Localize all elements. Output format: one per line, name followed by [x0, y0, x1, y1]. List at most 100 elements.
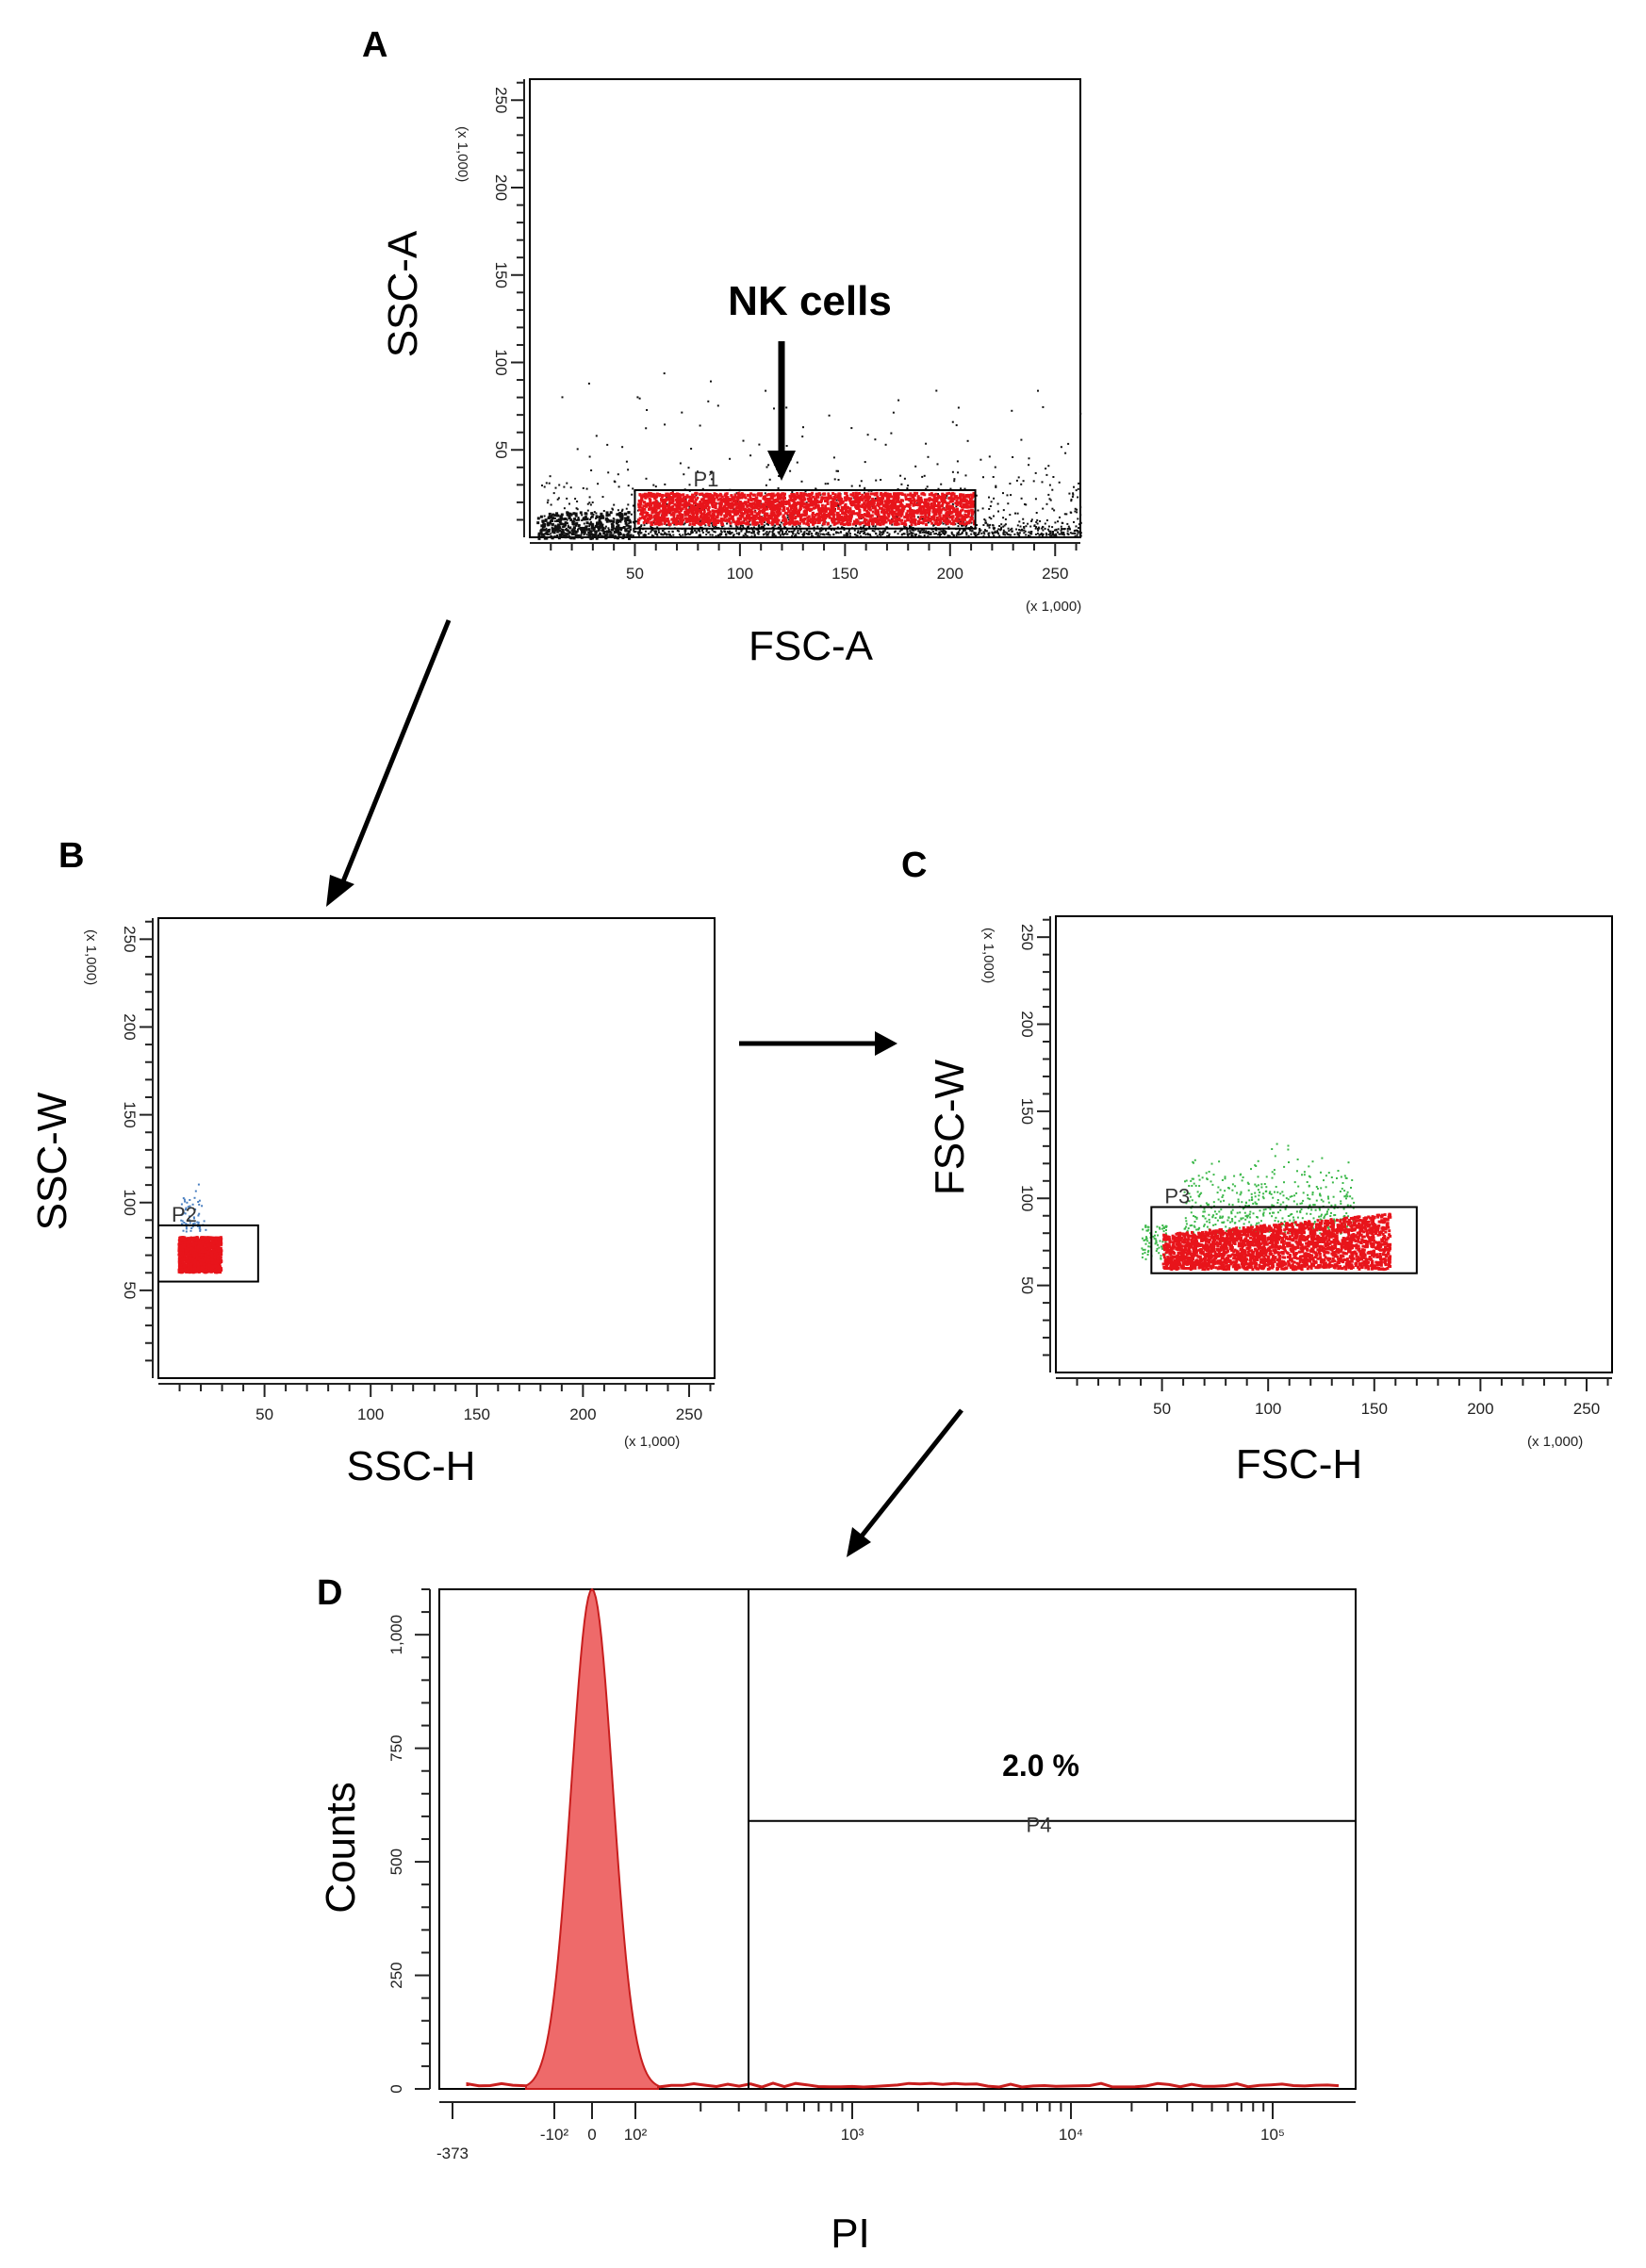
event-dot [561, 396, 564, 399]
event-dot [900, 483, 903, 485]
x-tick-label: 150 [831, 565, 858, 583]
gated-event-dot [652, 507, 656, 511]
gated-event-dot [835, 518, 839, 521]
gated-event-dot [702, 512, 706, 516]
event-dot [609, 511, 613, 515]
event-dot [597, 525, 600, 529]
event-dot [721, 525, 723, 528]
gated-event-dot [798, 504, 802, 508]
gated-event-dot [697, 521, 700, 525]
gated-event-dot [934, 500, 938, 502]
gated-event-dot [876, 501, 880, 505]
event-dot [990, 518, 993, 520]
event-dot [1025, 534, 1028, 536]
event-dot [735, 532, 738, 534]
event-dot [1062, 532, 1065, 534]
gated-event-dot [650, 511, 654, 515]
gated-event-dot [802, 521, 806, 525]
gated-event-dot [934, 519, 938, 523]
gated-event-dot [906, 518, 910, 522]
event-dot [1044, 527, 1046, 530]
event-dot [577, 534, 581, 537]
event-dot [799, 528, 802, 531]
event-dot [628, 534, 630, 537]
event-dot [993, 528, 996, 531]
event-dot [1041, 534, 1044, 537]
gated-event-dot [669, 513, 673, 517]
event-dot [563, 507, 566, 510]
gated-event-dot [687, 516, 691, 519]
gated-event-dot [925, 518, 929, 522]
gated-event-dot [814, 518, 817, 521]
gated-event-dot [919, 521, 923, 524]
event-dot [1028, 457, 1030, 460]
gated-event-dot [745, 508, 749, 512]
gated-event-dot [895, 517, 898, 520]
gated-event-dot [887, 495, 890, 499]
gated-event-dot [860, 498, 864, 501]
event-dot [547, 499, 550, 501]
event-dot [670, 534, 672, 537]
event-dot [1061, 533, 1063, 535]
gated-event-dot [923, 510, 926, 514]
event-dot [927, 534, 930, 537]
event-dot [763, 524, 765, 527]
event-dot [565, 533, 568, 535]
event-dot [849, 533, 851, 535]
event-dot [613, 480, 616, 483]
gated-event-dot [748, 508, 751, 512]
event-dot [765, 531, 768, 534]
gated-event-dot [901, 507, 905, 511]
event-dot [1030, 518, 1033, 521]
gated-event-dot [829, 494, 832, 498]
gated-event-dot [756, 493, 760, 497]
gated-event-dot [821, 516, 825, 519]
gated-event-dot [886, 512, 890, 516]
gated-event-dot [930, 521, 934, 525]
gated-event-dot [925, 504, 929, 508]
gated-event-dot [873, 517, 877, 520]
gated-event-dot [916, 522, 920, 525]
gated-event-dot [654, 502, 658, 506]
gated-event-dot [728, 519, 731, 523]
event-dot [632, 504, 634, 507]
event-dot [613, 503, 616, 506]
gated-event-dot [813, 516, 816, 519]
gated-event-dot [738, 506, 742, 510]
gated-event-dot [851, 492, 855, 495]
event-dot [541, 525, 545, 529]
gated-event-dot [807, 519, 811, 522]
event-dot [549, 516, 552, 519]
gated-event-dot [816, 501, 820, 504]
gated-event-dot [638, 501, 642, 504]
event-dot [950, 531, 953, 534]
event-dot [642, 534, 645, 536]
gated-event-dot [748, 518, 751, 522]
gated-event-dot [695, 520, 699, 524]
gated-event-dot [648, 497, 651, 501]
event-dot [683, 534, 686, 536]
gated-event-dot [851, 494, 855, 498]
gated-event-dot [717, 501, 721, 505]
event-dot [979, 458, 982, 461]
event-dot [765, 466, 768, 468]
event-dot [632, 534, 634, 537]
gated-event-dot [840, 516, 844, 518]
gated-event-dot [884, 504, 888, 508]
gated-event-dot [868, 519, 872, 523]
gated-event-dot [723, 505, 726, 509]
event-dot [753, 534, 756, 537]
event-dot [957, 531, 960, 534]
gated-event-dot [924, 501, 928, 504]
event-dot [558, 484, 561, 486]
gated-event-dot [864, 492, 867, 496]
event-dot [660, 533, 663, 535]
gated-event-dot [866, 513, 870, 517]
excluded-event-dot [197, 1201, 200, 1203]
event-dot [609, 534, 613, 537]
event-dot [709, 470, 712, 473]
event-dot [599, 521, 602, 525]
gated-event-dot [946, 507, 949, 511]
gated-event-dot [688, 522, 692, 526]
event-dot [1032, 480, 1035, 483]
